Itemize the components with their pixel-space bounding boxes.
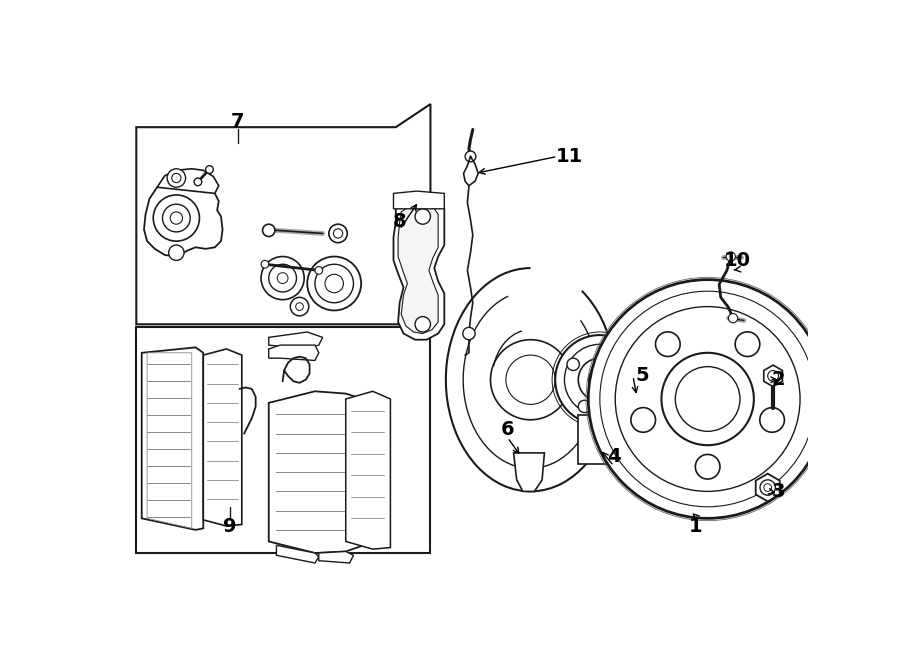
Circle shape (261, 257, 304, 300)
Circle shape (291, 297, 309, 316)
Circle shape (728, 314, 738, 323)
Polygon shape (203, 349, 242, 526)
Polygon shape (346, 391, 391, 549)
Circle shape (277, 273, 288, 283)
Polygon shape (269, 332, 322, 349)
Polygon shape (144, 182, 222, 257)
Circle shape (607, 346, 619, 358)
Circle shape (465, 151, 476, 162)
Circle shape (167, 169, 185, 187)
Text: 2: 2 (771, 370, 786, 389)
Circle shape (415, 316, 430, 332)
Circle shape (415, 209, 430, 224)
Text: 6: 6 (500, 420, 514, 440)
Text: 8: 8 (392, 213, 407, 232)
Circle shape (764, 484, 771, 491)
Polygon shape (579, 415, 621, 465)
Text: 5: 5 (635, 366, 649, 385)
Circle shape (168, 245, 184, 260)
Polygon shape (393, 193, 445, 340)
Polygon shape (393, 191, 445, 209)
Circle shape (631, 408, 655, 432)
Circle shape (491, 340, 571, 420)
Text: 1: 1 (689, 516, 703, 536)
Circle shape (564, 344, 635, 415)
Polygon shape (514, 453, 544, 491)
Polygon shape (756, 474, 779, 501)
Circle shape (735, 332, 760, 357)
Text: 3: 3 (771, 482, 785, 501)
Circle shape (263, 224, 274, 236)
Circle shape (261, 260, 269, 268)
Circle shape (579, 401, 590, 412)
Polygon shape (269, 345, 319, 361)
Circle shape (589, 368, 611, 391)
Polygon shape (319, 551, 354, 563)
Circle shape (153, 195, 200, 241)
Circle shape (579, 358, 621, 401)
Circle shape (296, 303, 303, 310)
Circle shape (325, 274, 344, 293)
Text: 11: 11 (555, 147, 582, 166)
Circle shape (194, 178, 202, 186)
Circle shape (315, 267, 323, 274)
Polygon shape (158, 169, 219, 193)
Circle shape (205, 166, 213, 173)
Circle shape (662, 353, 754, 445)
Polygon shape (141, 348, 203, 530)
Circle shape (696, 454, 720, 479)
Text: 10: 10 (724, 251, 751, 270)
Text: 7: 7 (231, 113, 245, 131)
Circle shape (463, 328, 475, 340)
Polygon shape (276, 545, 319, 563)
Circle shape (619, 391, 631, 404)
Circle shape (555, 335, 644, 424)
Polygon shape (269, 391, 375, 553)
Circle shape (315, 264, 354, 303)
Circle shape (269, 264, 296, 292)
Circle shape (655, 332, 680, 357)
Circle shape (163, 204, 190, 232)
Circle shape (172, 173, 181, 183)
Circle shape (506, 355, 555, 404)
Circle shape (307, 257, 361, 310)
Text: 9: 9 (223, 516, 237, 536)
Circle shape (328, 224, 347, 243)
Polygon shape (764, 365, 782, 387)
Circle shape (760, 480, 776, 495)
Circle shape (333, 229, 343, 238)
Polygon shape (398, 203, 438, 334)
Text: 4: 4 (607, 448, 620, 466)
Circle shape (726, 252, 735, 261)
Circle shape (567, 358, 580, 371)
Circle shape (589, 279, 827, 518)
Circle shape (760, 408, 785, 432)
Circle shape (170, 212, 183, 224)
